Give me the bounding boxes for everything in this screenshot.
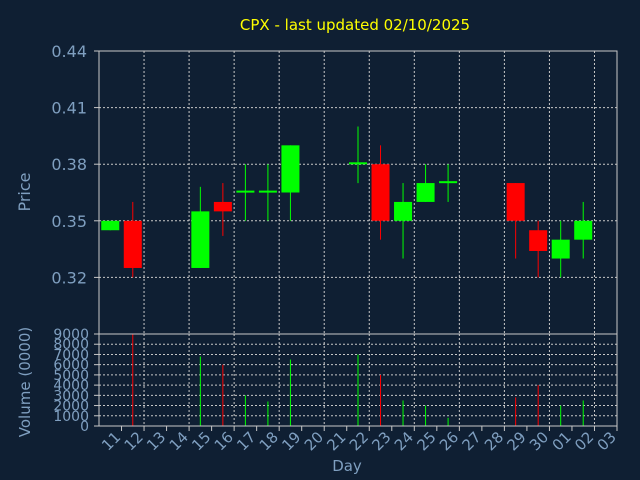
volume-grid	[99, 333, 617, 427]
volume-bars	[132, 334, 584, 426]
price-candles	[101, 126, 593, 278]
price-grid	[99, 50, 617, 334]
candle-body	[236, 190, 255, 193]
volume-tick-label: 2000	[53, 399, 89, 415]
candle-body	[191, 211, 210, 268]
volume-tick-label: 9000	[53, 327, 89, 343]
x-tick-label: 03	[594, 428, 620, 454]
price-y-ticks: 0.44 0.41 0.38 0.35 0.32	[51, 42, 99, 287]
volume-tick-label: 8000	[53, 337, 89, 353]
candle-body	[213, 201, 232, 212]
price-tick-label: 0.35	[51, 212, 87, 231]
x-axis-ticks: 1112131415161718192021222324252627282930…	[98, 426, 620, 454]
candle-body	[439, 181, 458, 184]
candle-body	[394, 201, 413, 221]
volume-tick-label: 7000	[53, 347, 89, 363]
candle-body	[371, 164, 390, 221]
candle-body	[123, 220, 142, 268]
price-tick-label: 0.32	[51, 268, 87, 287]
candle-body	[281, 145, 300, 193]
volume-tick-label: 1000	[53, 409, 89, 425]
price-plot-frame	[98, 50, 618, 335]
price-tick-label: 0.41	[51, 99, 87, 118]
volume-tick-label: 5000	[53, 368, 89, 384]
candle-body	[348, 162, 368, 165]
x-axis-label: Day	[332, 457, 362, 475]
candle-body	[258, 190, 277, 193]
volume-tick-label: 4000	[53, 378, 89, 394]
volume-axis-label: Volume (0000)	[16, 327, 34, 437]
volume-tick-label: 6000	[53, 358, 89, 374]
candle-body	[574, 220, 593, 240]
candle-body	[551, 239, 570, 259]
candle-body	[529, 230, 548, 251]
price-tick-label: 0.44	[51, 42, 87, 61]
volume-plot-frame	[98, 333, 618, 427]
candle-body	[101, 220, 120, 231]
volume-tick-label: 0	[80, 419, 89, 435]
price-tick-label: 0.38	[51, 155, 87, 174]
candle-body	[506, 183, 525, 221]
chart-title: CPX - last updated 02/10/2025	[240, 16, 470, 34]
price-axis-label: Price	[15, 172, 34, 211]
candle-body	[416, 183, 435, 202]
volume-tick-label: 3000	[53, 388, 89, 404]
